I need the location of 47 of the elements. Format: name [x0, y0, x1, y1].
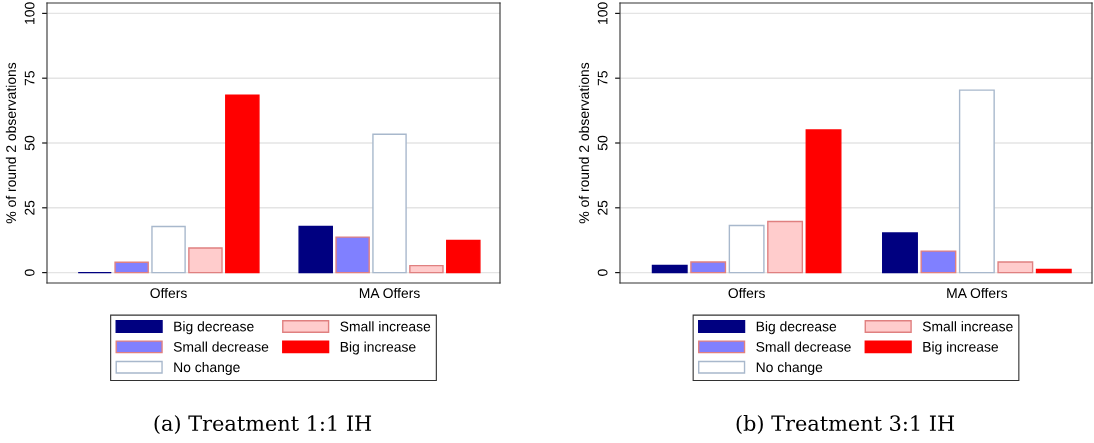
bar	[690, 261, 727, 274]
bar	[958, 89, 995, 274]
y-tick-label: 50	[597, 135, 608, 151]
bar	[1035, 268, 1072, 274]
legend-label: Big increase	[923, 341, 999, 355]
bar	[767, 220, 804, 274]
y-tick-label: 75	[24, 71, 35, 86]
bar	[335, 236, 370, 274]
bar	[372, 133, 407, 274]
bar	[882, 232, 918, 274]
y-axis-title: % of round 2 observations	[5, 62, 17, 224]
legend-label: Big decrease	[756, 321, 837, 335]
y-tick-label: 0	[597, 269, 608, 276]
text: (b) Treatment 3:1 IH	[736, 414, 955, 434]
y-tick-label: 75	[597, 71, 608, 86]
bar	[298, 225, 333, 274]
x-tick-label: Offers	[150, 287, 187, 299]
legend-label: Small increase	[340, 321, 431, 332]
y-tick-label: 100	[24, 2, 35, 24]
bar	[920, 250, 957, 274]
legend-label: Small decrease	[756, 341, 851, 352]
bar	[805, 129, 842, 274]
legend-label: Big increase	[340, 341, 416, 355]
bar	[225, 94, 260, 274]
legend-label: Small decrease	[173, 341, 269, 352]
bar	[114, 261, 149, 274]
bar	[409, 264, 444, 274]
y-tick-label: 100	[597, 2, 608, 24]
legend-label: No change	[174, 361, 240, 375]
bar	[151, 225, 186, 274]
bar	[446, 239, 481, 274]
legend-label: Small increase	[922, 321, 1013, 332]
x-tick-label: MA Offers	[359, 287, 420, 299]
y-tick-label: 25	[597, 200, 608, 215]
legend-label: No change	[756, 361, 823, 375]
x-tick-label: Offers	[728, 287, 765, 299]
bar	[651, 264, 688, 274]
y-tick-label: 50	[24, 135, 35, 151]
bar	[997, 261, 1034, 274]
y-tick-label: 0	[24, 269, 35, 276]
legend-label: Big decrease	[174, 321, 254, 335]
bar	[728, 224, 765, 274]
y-axis-title: % of round 2 observations	[578, 62, 590, 224]
text: (a) Treatment 1:1 IH	[154, 414, 372, 434]
x-tick-label: MA Offers	[947, 287, 1008, 299]
bar	[188, 247, 223, 274]
y-tick-label: 25	[24, 200, 35, 215]
